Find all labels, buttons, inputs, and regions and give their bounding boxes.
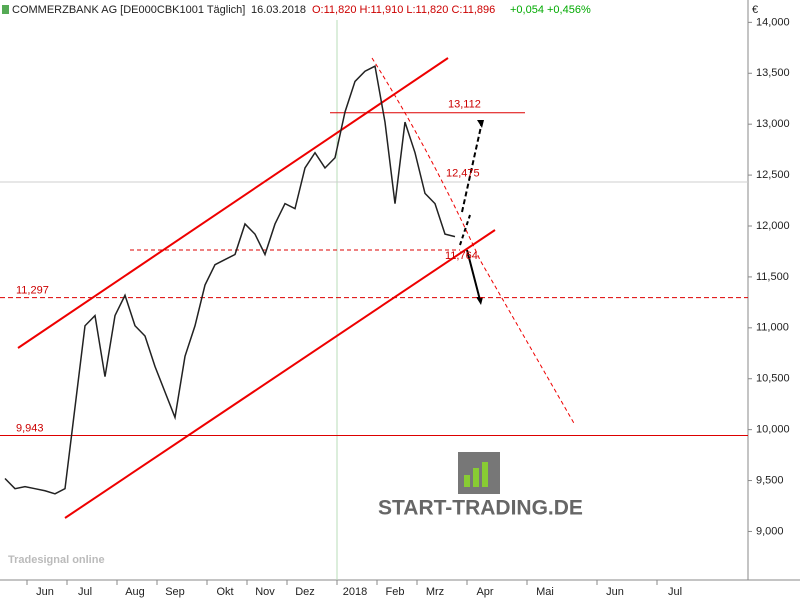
- y-tick-label: 12,000: [756, 220, 790, 232]
- watermark: START-TRADING.DE: [378, 497, 583, 520]
- currency: €: [752, 4, 758, 16]
- y-tick-label: 9,000: [756, 525, 784, 537]
- arrow: [461, 121, 483, 213]
- y-tick-label: 13,500: [756, 67, 790, 79]
- y-tick-label: 9,500: [756, 474, 784, 486]
- header: COMMERZBANK AG [DE000CBK1001 Täglich] 16…: [2, 4, 591, 16]
- y-tick-label: 14,000: [756, 16, 790, 28]
- x-tick-label: Jun: [606, 586, 624, 598]
- projection: [371, 57, 576, 426]
- logo-bar: [482, 462, 488, 487]
- logo-bar: [473, 468, 479, 487]
- y-tick-label: 10,000: [756, 424, 790, 436]
- x-tick-label: Okt: [216, 586, 233, 598]
- level-label: 13,112: [448, 99, 481, 111]
- x-tick-label: Jul: [78, 586, 92, 598]
- y-tick-label: 10,500: [756, 373, 790, 385]
- x-tick-label: Jul: [668, 586, 682, 598]
- level-label: 12,475: [446, 168, 480, 180]
- x-tick-label: Dez: [295, 586, 315, 598]
- change: +0,054 +0,456%: [510, 4, 591, 16]
- x-tick-label: Mrz: [426, 586, 444, 598]
- x-tick-label: Aug: [125, 586, 145, 598]
- instrument: COMMERZBANK AG [DE000CBK1001 Täglich]: [12, 4, 245, 16]
- logo: Tradesignal online: [8, 554, 105, 566]
- watermark-logo: START-TRADING.DE: [378, 452, 583, 520]
- icon: [2, 5, 9, 14]
- price-line: [4, 65, 456, 495]
- arrow-head: [476, 297, 483, 305]
- y-tick-label: 13,000: [756, 118, 790, 130]
- trend-line: [64, 229, 496, 519]
- x-tick-label: Nov: [255, 586, 275, 598]
- arrow: [459, 214, 471, 246]
- level-label: 9,943: [16, 422, 44, 434]
- arrow-head: [477, 120, 484, 128]
- arrow: [466, 249, 481, 301]
- y-tick-label: 12,500: [756, 169, 790, 181]
- logo-bar: [464, 475, 470, 487]
- ohlc: O:11,820 H:11,910 L:11,820 C:11,896: [312, 4, 495, 16]
- level-label: 11,764: [445, 250, 478, 262]
- x-tick-label: Mai: [536, 586, 554, 598]
- y-tick-label: 11,000: [756, 322, 789, 334]
- x-tick-label: Sep: [165, 586, 185, 598]
- x-tick-label: 2018: [343, 586, 367, 598]
- x-tick-label: Apr: [476, 586, 493, 598]
- date: 16.03.2018: [251, 4, 306, 16]
- y-tick-label: 11,500: [756, 271, 789, 283]
- x-tick-label: Jun: [36, 586, 54, 598]
- level-label: 11,297: [16, 284, 49, 296]
- trend-line: [17, 57, 449, 349]
- x-tick-label: Feb: [386, 586, 405, 598]
